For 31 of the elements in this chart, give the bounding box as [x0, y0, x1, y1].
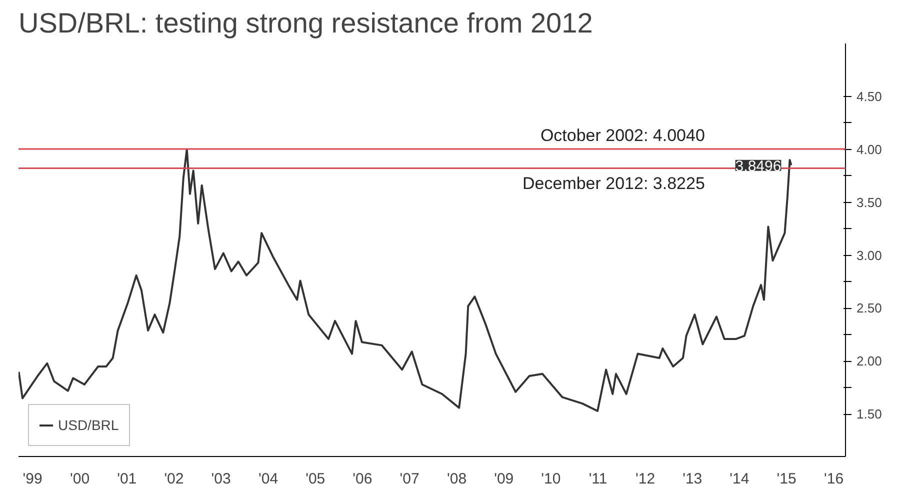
x-tick-label: '05: [306, 470, 326, 488]
y-tick-label: 2.50: [856, 300, 882, 316]
legend-label: USD/BRL: [58, 417, 119, 433]
x-tick-label: '07: [400, 470, 420, 488]
x-tick-label: '01: [117, 470, 137, 488]
x-tick-label: '12: [635, 470, 656, 488]
x-tick-label: '03: [211, 470, 231, 488]
y-tick-label: 2.00: [856, 354, 882, 369]
x-tick-label: '10: [541, 470, 561, 488]
line-series: [18, 148, 792, 412]
x-tick-label: '14: [730, 470, 750, 488]
y-tick-label: 4.00: [856, 142, 882, 157]
x-tick-label: '11: [588, 470, 608, 488]
ref-line-label: December 2012: 3.8225: [522, 174, 705, 194]
x-tick-label: '00: [70, 470, 90, 488]
ref-line-label: October 2002: 4.0040: [540, 126, 705, 145]
x-tick-label: '06: [352, 470, 372, 488]
annotation: 3.8496: [735, 158, 782, 175]
y-tick-label: 4.50: [856, 88, 882, 104]
x-tick-label: '13: [682, 470, 702, 488]
chart-title: USD/BRL: testing strong resistance from 2012: [18, 8, 593, 38]
y-tick-label: 3.50: [856, 194, 882, 210]
x-tick-label: '08: [446, 470, 467, 488]
x-tick-label: '99: [22, 470, 42, 488]
x-tick-label: '16: [824, 470, 844, 488]
y-tick-label: 1.50: [856, 406, 882, 422]
x-tick-label: '09: [494, 470, 514, 488]
x-tick-label: '04: [258, 470, 278, 488]
x-tick-label: '02: [164, 470, 184, 488]
x-tick-label: '15: [776, 470, 796, 488]
y-tick-label: 3.00: [856, 248, 882, 263]
